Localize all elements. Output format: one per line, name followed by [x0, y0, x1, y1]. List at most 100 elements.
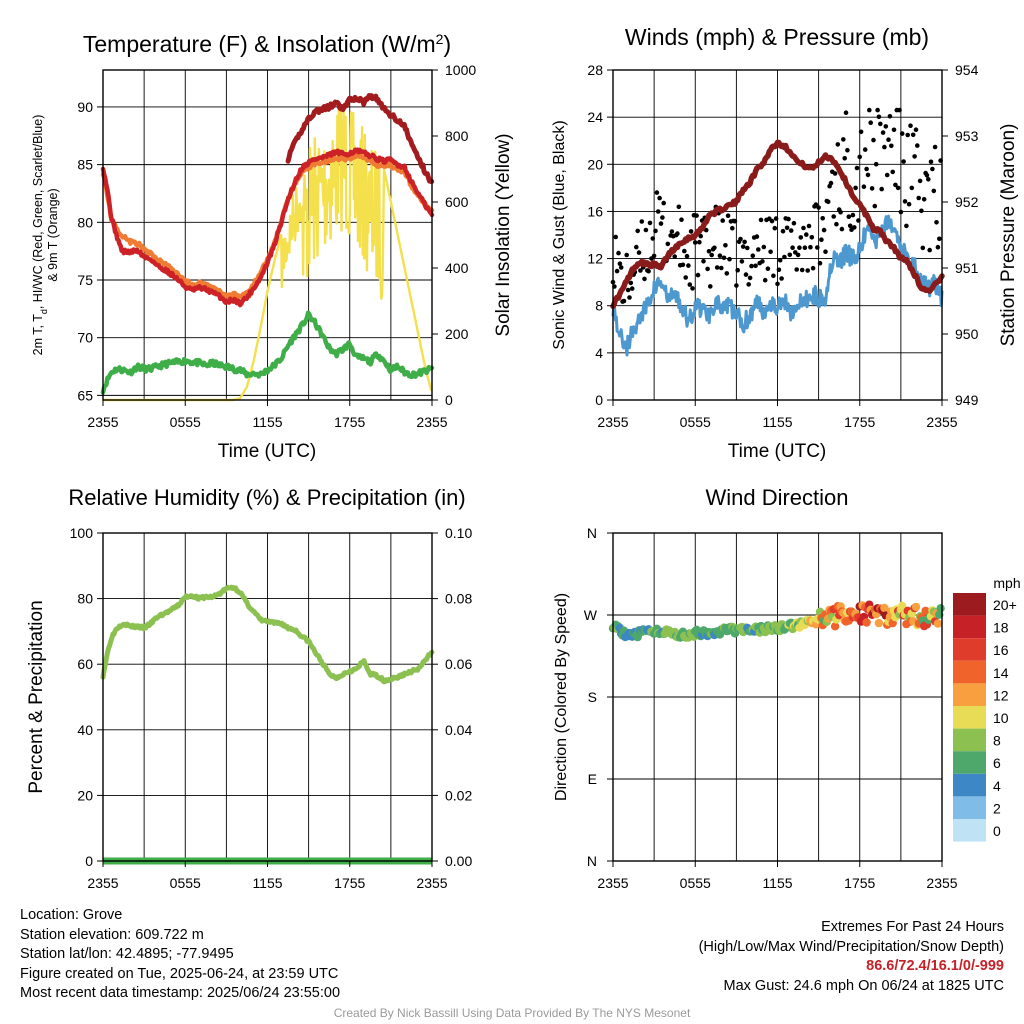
gust-point: [834, 221, 839, 227]
gust-point: [887, 114, 893, 119]
gust-point: [905, 132, 910, 138]
gust-point: [697, 239, 702, 245]
gust-point: [703, 227, 709, 233]
extremes-title: Extremes For Past 24 Hours: [821, 919, 1004, 935]
y-axis-label-left: 2m T, Td, HI/WC (Red, Green, Scarlet/Blu…: [31, 115, 49, 356]
direction-point: [911, 602, 921, 612]
colorbar-label: 18: [993, 620, 1009, 636]
gust-point: [749, 263, 754, 269]
gust-point: [734, 283, 739, 288]
gust-point: [634, 244, 639, 250]
gust-point: [852, 225, 857, 230]
gust-point: [706, 249, 712, 254]
gust-point: [798, 235, 804, 240]
gust-point: [931, 188, 937, 194]
chart-title-humidity: Relative Humidity (%) & Precipitation (i…: [68, 485, 465, 510]
x-tick-label: 1155: [252, 414, 282, 430]
y2-tick-label: 954: [955, 62, 979, 78]
gust-point: [769, 218, 775, 224]
gust-point: [617, 261, 623, 267]
gust-point: [858, 129, 864, 135]
gust-point: [779, 276, 784, 281]
y-tick-label: 90: [77, 99, 93, 115]
direction-point: [862, 618, 871, 627]
gust-point: [782, 254, 787, 260]
x-tick-label: 0555: [680, 875, 711, 891]
chart-title-direction: Wind Direction: [705, 485, 848, 510]
y-tick-label: 20: [77, 787, 93, 803]
gust-point: [875, 107, 880, 113]
gust-point: [879, 186, 884, 192]
gust-point: [904, 223, 909, 229]
y-tick-label: 80: [77, 214, 93, 230]
gust-point: [725, 213, 731, 218]
colorbar-label: 0: [993, 823, 1001, 839]
gust-point: [686, 263, 691, 268]
gust-point: [762, 277, 768, 283]
y-tick-label: E: [588, 771, 597, 787]
direction-point: [933, 619, 943, 628]
gust-point: [899, 131, 905, 136]
gust-point: [868, 120, 873, 125]
gust-point: [621, 298, 627, 304]
gust-point: [799, 267, 805, 273]
gust-point: [613, 234, 618, 240]
gust-point: [787, 252, 793, 258]
gust-point: [680, 262, 686, 268]
colorbar-swatch: [953, 819, 986, 842]
extremes-info: Extremes For Past 24 Hours (High/Low/Max…: [699, 918, 1004, 996]
colorbar-swatch: [953, 706, 986, 729]
gust-point: [758, 217, 764, 223]
y2-tick-label: 0.02: [445, 787, 472, 803]
gust-point: [784, 225, 790, 231]
y-tick-label: 75: [77, 272, 93, 288]
gust-point: [653, 228, 658, 234]
y-tick-label: 65: [77, 387, 93, 403]
gust-point: [660, 215, 665, 220]
gust-point: [675, 231, 680, 236]
x-axis-label: Time (UTC): [728, 441, 827, 462]
gust-point: [643, 227, 649, 233]
gust-point: [650, 236, 656, 241]
gust-point: [768, 249, 773, 255]
gust-point: [828, 180, 834, 186]
gust-point: [902, 199, 908, 204]
gust-point: [901, 159, 906, 164]
y-tick-label: 16: [587, 203, 603, 219]
y-tick-label: 8: [595, 298, 603, 314]
y-tick-label: 60: [77, 656, 93, 672]
y2-tick-label: 400: [445, 260, 469, 276]
gust-point: [690, 286, 695, 291]
gust-point: [714, 265, 720, 270]
gust-point: [694, 213, 699, 218]
gust-point: [730, 225, 735, 231]
gust-point: [843, 110, 849, 115]
gust-point: [669, 229, 675, 234]
gust-point: [890, 169, 895, 175]
gust-point: [655, 209, 661, 214]
y2-tick-label: 0.06: [445, 656, 472, 672]
gust-point: [709, 252, 714, 258]
y-tick-label: N: [587, 525, 597, 541]
gust-point: [928, 159, 934, 165]
gust-point: [773, 216, 779, 221]
gust-point: [638, 268, 643, 273]
gust-point: [740, 244, 746, 249]
gust-point: [934, 220, 939, 225]
gust-point: [756, 247, 761, 252]
gust-point: [850, 212, 856, 218]
gust-point: [891, 127, 897, 133]
direction-point: [936, 604, 945, 613]
colorbar-swatch: [953, 638, 986, 661]
gust-point: [845, 147, 850, 153]
gust-point: [628, 280, 634, 286]
gust-point: [647, 220, 653, 226]
gust-point: [846, 214, 852, 219]
y-tick-label: 20: [587, 156, 603, 172]
gust-point: [742, 239, 747, 245]
gust-point: [867, 107, 872, 113]
colorbar-label: 10: [993, 710, 1009, 726]
gust-point: [895, 185, 901, 191]
y-axis-label-left: Percent & Precipitation: [26, 600, 47, 793]
gust-point: [889, 143, 894, 149]
